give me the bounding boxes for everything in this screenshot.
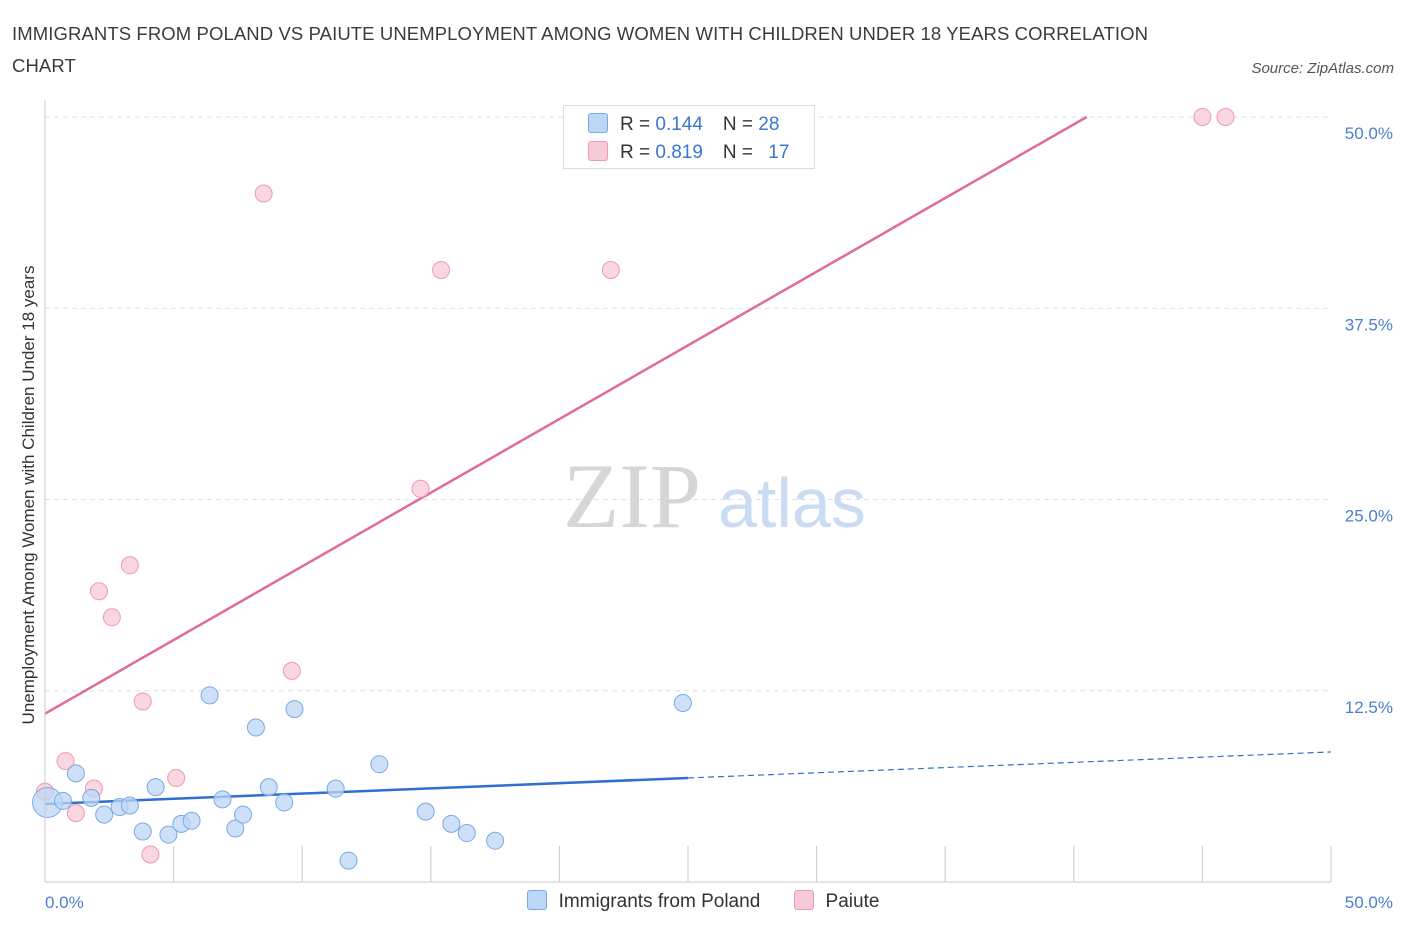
poland-point — [259, 778, 278, 797]
poland-point — [339, 851, 358, 870]
legend-r-value: 0.819 — [655, 142, 703, 163]
legend-row-poland: R = 0.144 N = 28 — [588, 113, 779, 137]
paiute-point — [66, 804, 85, 823]
paiute-point — [167, 768, 186, 787]
poland-point — [82, 788, 101, 807]
poland-point — [95, 805, 114, 824]
y-tick-label: 12.5% — [1345, 698, 1393, 717]
chart-source: Source: ZipAtlas.com — [1251, 60, 1394, 77]
legend-n-value: 17 — [768, 142, 790, 163]
trend-lines — [44, 115, 1332, 806]
data-points — [32, 108, 1235, 870]
paiute-point — [411, 479, 430, 498]
poland-point — [182, 811, 201, 830]
poland-point — [326, 779, 345, 798]
x-tick-label: 0.0% — [45, 893, 84, 912]
paiute-point — [120, 556, 139, 575]
bottom-legend: Immigrants from Poland Paiute — [0, 890, 1406, 913]
poland-point — [486, 831, 505, 850]
legend-swatch-poland — [588, 113, 608, 133]
watermark-zip: ZIP — [563, 445, 701, 547]
poland-point — [213, 790, 232, 809]
legend-row-paiute: R = 0.819 N = 17 — [588, 141, 789, 165]
y-tick-label: 50.0% — [1345, 124, 1393, 143]
paiute-point — [432, 261, 451, 279]
paiute-point — [141, 845, 160, 864]
poland-point — [246, 718, 265, 737]
y-tick-label: 37.5% — [1345, 315, 1393, 334]
poland-point — [370, 755, 389, 774]
poland-point — [442, 814, 461, 833]
bottom-legend-swatch-paiute — [793, 890, 814, 910]
poland-point — [120, 796, 139, 815]
paiute-point — [282, 661, 301, 680]
legend-r-value: 0.144 — [655, 114, 703, 135]
paiute-point — [56, 752, 75, 771]
poland-point — [66, 764, 85, 783]
paiute-point — [133, 692, 152, 711]
bottom-legend-paiute: Paiute — [793, 890, 880, 913]
paiute-trend-line — [44, 115, 1088, 715]
poland-trend-line — [44, 776, 689, 806]
poland-point — [275, 793, 294, 812]
axes — [44, 100, 1332, 883]
poland-point — [159, 825, 178, 844]
paiute-point — [601, 261, 620, 279]
chart-title: IMMIGRANTS FROM POLAND VS PAIUTE UNEMPLO… — [12, 23, 1149, 76]
legend-r-label: R = — [620, 114, 656, 135]
poland-point — [234, 805, 253, 824]
legend: R = 0.144 N = 28 R = 0.819 N = 17 — [563, 105, 815, 169]
paiute-point — [1216, 108, 1235, 126]
y-axis-label: Unemployment Among Women with Children U… — [19, 266, 38, 725]
legend-n-label: N = — [722, 142, 759, 163]
poland-point — [673, 693, 692, 712]
watermark-atlas: atlas — [718, 464, 866, 542]
paiute-point — [102, 608, 121, 627]
paiute-point — [254, 184, 273, 203]
legend-r-label: R = — [620, 142, 656, 163]
legend-n-value: 28 — [758, 114, 780, 135]
poland-point — [416, 802, 435, 821]
bottom-legend-label-paiute: Paiute — [825, 891, 880, 912]
bottom-legend-poland: Immigrants from Poland — [526, 890, 761, 913]
poland-point — [200, 686, 219, 705]
gridlines — [45, 116, 1331, 692]
poland-point — [146, 778, 165, 797]
poland-point — [285, 700, 304, 719]
paiute-point — [1193, 108, 1212, 126]
poland-point — [54, 791, 73, 810]
y-tick-label: 25.0% — [1345, 507, 1393, 526]
poland-point — [226, 819, 245, 838]
bottom-legend-swatch-poland — [526, 890, 547, 910]
paiute-point — [90, 582, 109, 601]
poland-point — [133, 822, 152, 841]
legend-swatch-paiute — [588, 141, 608, 161]
y-tick-labels: 12.5% 25.0% 37.5% 50.0% — [1345, 124, 1393, 717]
poland-trend-line-extension — [687, 751, 1332, 779]
x-tick-label: 50.0% — [1345, 893, 1393, 912]
poland-point — [457, 824, 476, 843]
x-tick-labels: 0.0% 50.0% — [45, 893, 1393, 912]
legend-n-label: N = — [722, 114, 759, 135]
bottom-legend-label-poland: Immigrants from Poland — [558, 891, 761, 912]
